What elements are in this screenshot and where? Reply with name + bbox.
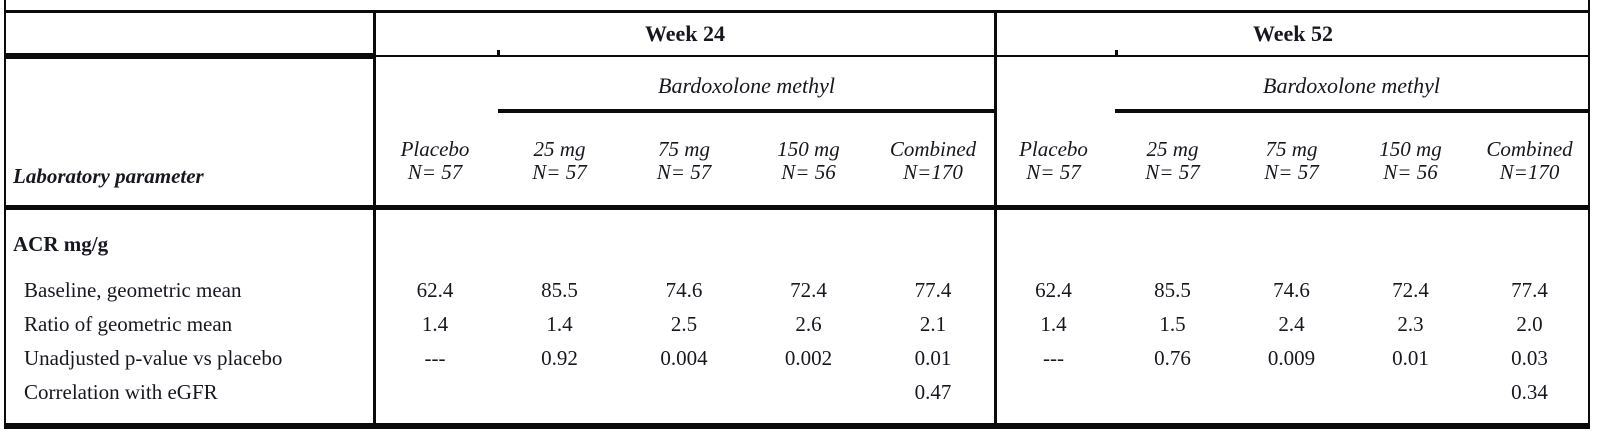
value-cell: 74.6: [1273, 278, 1310, 302]
col-header-n: N= 57: [407, 160, 463, 184]
value-cell: 77.4: [1511, 278, 1548, 302]
value-cell: [746, 380, 871, 404]
col-header: Placebo: [1019, 137, 1088, 161]
col-header-n: N= 57: [1026, 160, 1081, 184]
value-cell: 72.4: [790, 278, 827, 302]
col-header: 75 mg: [1265, 137, 1318, 161]
header-bottom-rule: [4, 205, 1590, 210]
value-cell: 85.5: [541, 278, 578, 302]
col-header-n: N=170: [903, 160, 963, 184]
col-header-n: N=170: [1499, 160, 1560, 184]
value-cell: 1.4: [421, 312, 449, 336]
value-cell: 2.4: [1278, 312, 1305, 336]
value-cell: [1113, 380, 1232, 404]
group-header-week52: Bardoxolone methyl: [1263, 73, 1440, 98]
value-cell: 74.6: [665, 278, 703, 302]
value-cell: [1351, 380, 1470, 404]
row-label: Unadjusted p-value vs placebo: [24, 346, 283, 370]
value-cell: 0.47: [914, 380, 952, 404]
value-cell: 62.4: [1035, 278, 1072, 302]
week-row-rule-thick: [4, 53, 375, 59]
section-label: ACR mg/g: [13, 232, 109, 256]
week24-header: Week 24: [644, 21, 726, 46]
value-cell: [1232, 380, 1351, 404]
value-cell: 0.03: [1511, 346, 1548, 370]
col-header-n: N= 57: [656, 160, 712, 184]
value-cell: 0.004: [660, 346, 708, 370]
value-cell: 0.01: [914, 346, 952, 370]
value-cell: 62.4: [416, 278, 454, 302]
value-cell: 1.4: [1040, 312, 1067, 336]
group-underline-week24: [498, 109, 995, 113]
week52-header: Week 52: [1252, 21, 1334, 46]
value-cell: 85.5: [1154, 278, 1191, 302]
value-cell: ---: [424, 346, 446, 370]
value-cell: 1.4: [546, 312, 573, 336]
value-cell: 72.4: [1392, 278, 1429, 302]
value-cell: [497, 380, 622, 404]
group-header-week24: Bardoxolone methyl: [658, 73, 835, 98]
col-header: Combined: [889, 137, 977, 161]
col-header-n: N= 57: [1264, 160, 1319, 184]
value-cell: 0.002: [784, 346, 833, 370]
value-cell: 2.3: [1397, 312, 1424, 336]
value-cell: 2.6: [795, 312, 822, 336]
value-cell: 77.4: [914, 278, 952, 302]
value-cell: 2.0: [1516, 312, 1543, 336]
row-label: Ratio of geometric mean: [24, 312, 233, 336]
value-cell: 0.92: [541, 346, 578, 370]
value-cell: 0.34: [1511, 380, 1548, 404]
table-bottom-rule: [4, 423, 1590, 429]
table-left-border: [4, 0, 6, 429]
table-right-border: [1588, 0, 1590, 429]
rule-tick-week24: [497, 50, 500, 57]
week-section-divider: [994, 10, 997, 423]
row-label: Baseline, geometric mean: [24, 278, 242, 302]
group-underline-week52: [1115, 109, 1588, 113]
col-header: 25 mg: [533, 137, 586, 161]
value-cell: 0.009: [1267, 346, 1316, 370]
col-header-n: N= 56: [1383, 160, 1438, 184]
col-header: 75 mg: [658, 137, 710, 161]
rule-tick-week52: [1115, 50, 1118, 57]
corner-label: Laboratory parameter: [13, 164, 204, 188]
col-header-n: N= 57: [532, 160, 587, 184]
value-cell: 2.1: [919, 312, 947, 336]
col-header: 150 mg: [1379, 137, 1442, 161]
label-column-divider: [373, 10, 376, 423]
value-cell: 1.5: [1159, 312, 1186, 336]
col-header: Placebo: [400, 137, 470, 161]
col-header-n: N= 57: [1145, 160, 1200, 184]
value-cell: 0.01: [1392, 346, 1429, 370]
col-header-n: N= 56: [781, 160, 836, 184]
value-cell: [994, 380, 1113, 404]
col-header: 150 mg: [777, 137, 840, 161]
value-cell: ---: [1043, 346, 1064, 370]
value-cell: [373, 380, 497, 404]
row-label: Correlation with eGFR: [24, 380, 218, 404]
col-header: Combined: [1486, 137, 1573, 161]
col-header: 25 mg: [1146, 137, 1199, 161]
week-row-rule-thin: [373, 55, 1590, 57]
value-cell: 2.5: [670, 312, 698, 336]
value-cell: [622, 380, 746, 404]
value-cell: 0.76: [1154, 346, 1191, 370]
table-top-rule: [4, 10, 1590, 13]
